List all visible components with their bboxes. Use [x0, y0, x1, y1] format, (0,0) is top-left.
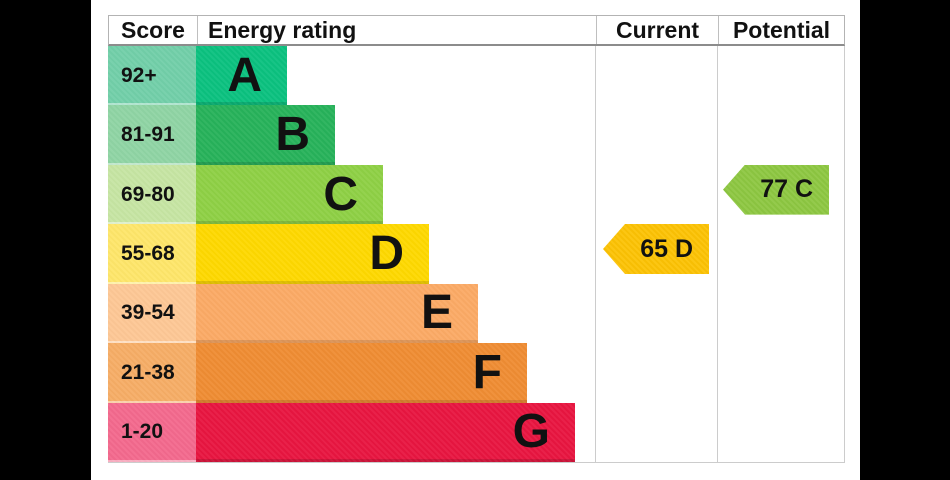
band-bar: A — [196, 46, 287, 106]
epc-table: Score Energy rating Current Potential 92… — [108, 15, 845, 463]
band-row: 1-20 G — [108, 402, 845, 462]
header-potential: Potential — [718, 16, 844, 44]
band-score-range: 1-20 — [108, 402, 196, 462]
band-score-range: 55-68 — [108, 224, 196, 284]
band-bar: D — [196, 224, 429, 284]
band-row: 39-54 E — [108, 283, 845, 344]
band-row: 81-91 B — [108, 105, 845, 165]
band-bar: E — [196, 283, 478, 344]
band-score-range: 69-80 — [108, 164, 196, 225]
header-score: Score — [121, 16, 185, 43]
band-row: 92+ A — [108, 46, 845, 106]
potential-rating-arrow: 77 C — [723, 164, 829, 215]
table-header-row: Score Energy rating Current Potential — [108, 15, 845, 46]
band-score-range: 81-91 — [108, 105, 196, 165]
band-score-range: 21-38 — [108, 343, 196, 403]
band-rows: 92+ A 81-91 B 69-80 C 55-68 D 39-54 E 21… — [108, 46, 845, 462]
band-score-range: 39-54 — [108, 283, 196, 344]
band-row: 55-68 D — [108, 224, 845, 284]
current-rating-arrow: 65 D — [603, 224, 709, 274]
divider-current-potential — [717, 46, 718, 462]
header-energy-rating: Energy rating — [197, 16, 596, 44]
band-bar: C — [196, 164, 383, 225]
header-current: Current — [596, 16, 718, 44]
band-bar: B — [196, 105, 335, 165]
table-body: 92+ A 81-91 B 69-80 C 55-68 D 39-54 E 21… — [108, 46, 845, 463]
band-bar: G — [196, 402, 575, 462]
divider-right-edge — [844, 46, 845, 462]
divider-rating-current — [595, 46, 596, 462]
chart-panel: Score Energy rating Current Potential 92… — [91, 0, 860, 480]
band-row: 69-80 C — [108, 164, 845, 225]
band-score-range: 92+ — [108, 46, 196, 106]
band-bar: F — [196, 343, 527, 403]
band-row: 21-38 F — [108, 343, 845, 403]
